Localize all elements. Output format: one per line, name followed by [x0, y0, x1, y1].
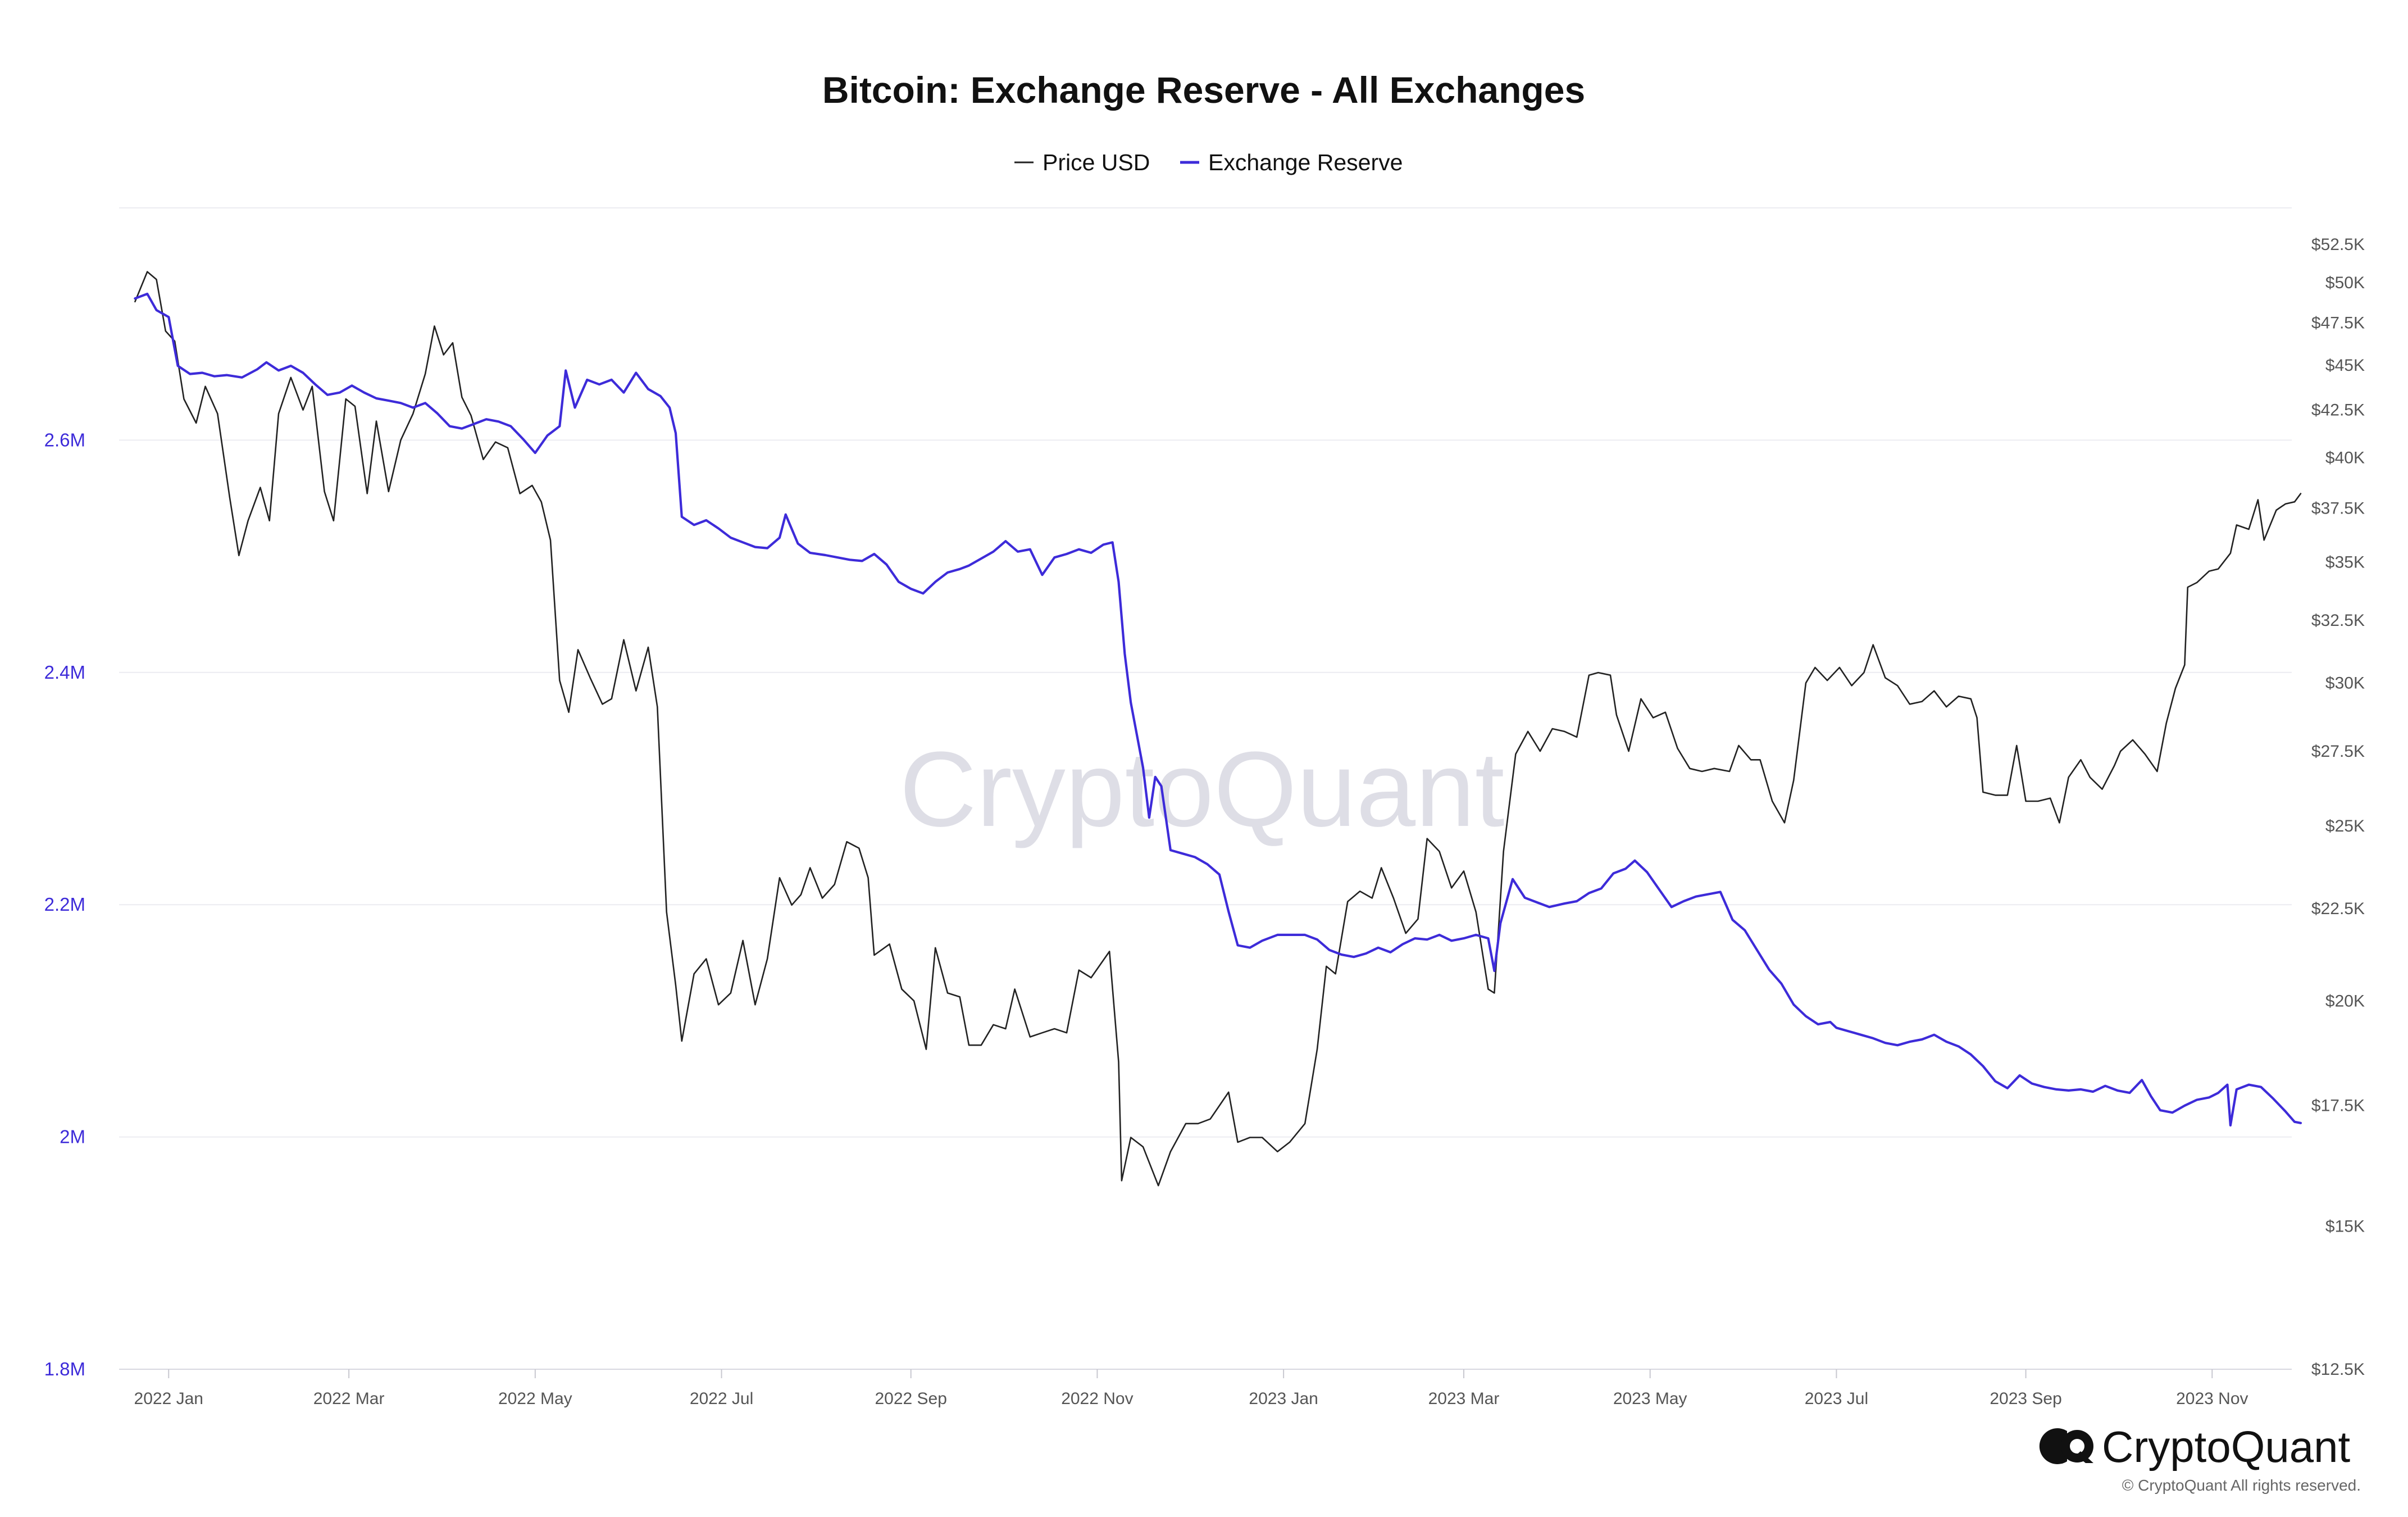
- legend-item-price[interactable]: Price USD: [1014, 149, 1150, 175]
- exchange-reserve-line[interactable]: [134, 292, 2302, 1127]
- left-tick-label: 2M: [60, 1127, 85, 1147]
- x-tick-label: 2022 Jan: [134, 1389, 203, 1408]
- legend-label-reserve: Exchange Reserve: [1208, 149, 1403, 175]
- right-tick-label: $27.5K: [2311, 742, 2365, 761]
- right-tick-label: $47.5K: [2311, 314, 2365, 333]
- left-tick-label: 2.2M: [44, 894, 85, 915]
- right-tick-label: $20K: [2325, 992, 2365, 1010]
- left-tick-label: 2.6M: [44, 429, 85, 450]
- legend: Price USD Exchange Reserve: [1014, 149, 1403, 175]
- copyright-text: © CryptoQuant All rights reserved.: [2122, 1477, 2361, 1494]
- cryptoquant-logo-icon: [2039, 1428, 2093, 1464]
- x-tick-label: 2023 Sep: [1990, 1389, 2061, 1408]
- right-tick-label: $15K: [2325, 1218, 2365, 1236]
- right-y-axis: $12.5K $15K $17.5K $20K $22.5K $25K $27.5K $30K…: [2311, 235, 2365, 1379]
- chart-title: Bitcoin: Exchange Reserve - All Exchange…: [822, 69, 1585, 111]
- right-tick-label: $40K: [2325, 448, 2365, 467]
- right-tick-label: $25K: [2325, 817, 2365, 835]
- x-tick-label: 2023 Jul: [1805, 1389, 1868, 1408]
- brand-name: CryptoQuant: [2102, 1422, 2351, 1471]
- right-tick-label: $32.5K: [2311, 611, 2365, 630]
- legend-item-reserve[interactable]: Exchange Reserve: [1180, 149, 1403, 175]
- x-tick-label: 2023 Mar: [1428, 1389, 1500, 1408]
- left-tick-label: 2.4M: [44, 662, 85, 683]
- right-tick-label: $12.5K: [2311, 1360, 2365, 1379]
- x-tick-label: 2023 Jan: [1249, 1389, 1318, 1408]
- right-tick-label: $30K: [2325, 674, 2365, 693]
- x-tick-label: 2022 Nov: [1061, 1389, 1133, 1408]
- x-tick-label: 2022 Jul: [690, 1389, 753, 1408]
- left-y-axis: 1.8M 2M 2.2M 2.4M 2.6M: [44, 429, 85, 1379]
- right-tick-label: $22.5K: [2311, 900, 2365, 918]
- right-tick-label: $37.5K: [2311, 499, 2365, 517]
- legend-label-price: Price USD: [1043, 149, 1150, 175]
- right-tick-label: $35K: [2325, 553, 2365, 572]
- x-tick-label: 2023 May: [1613, 1389, 1687, 1408]
- x-axis: 2022 Jan 2022 Mar 2022 May 2022 Jul 2022 Sep…: [119, 1369, 2292, 1408]
- brand-logo: CryptoQuant: [2039, 1422, 2351, 1471]
- right-tick-label: $52.5K: [2311, 235, 2365, 254]
- x-tick-label: 2022 Mar: [313, 1389, 385, 1408]
- left-tick-label: 1.8M: [44, 1359, 85, 1379]
- x-tick-label: 2022 Sep: [875, 1389, 946, 1408]
- plot-area[interactable]: [134, 271, 2302, 1187]
- right-tick-label: $42.5K: [2311, 401, 2365, 420]
- x-tick-label: 2022 May: [498, 1389, 572, 1408]
- watermark: CryptoQuant: [899, 730, 1504, 849]
- right-tick-label: $45K: [2325, 356, 2365, 375]
- right-tick-label: $50K: [2325, 274, 2365, 292]
- price-usd-line[interactable]: [134, 271, 2302, 1187]
- right-tick-label: $17.5K: [2311, 1097, 2365, 1115]
- x-tick-label: 2023 Nov: [2176, 1389, 2248, 1408]
